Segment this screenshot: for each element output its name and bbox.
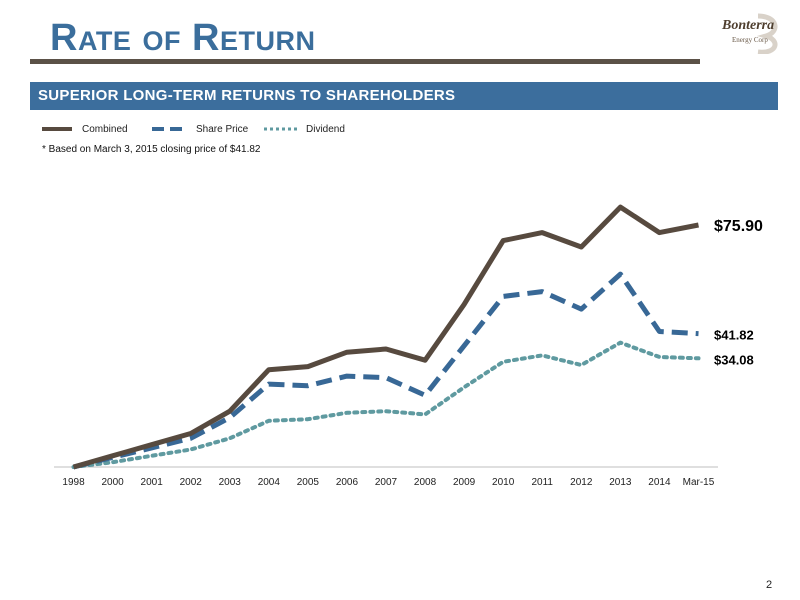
page-number: 2 <box>766 579 773 591</box>
legend-label-combined: Combined <box>82 124 128 135</box>
x-tick-label: 1998 <box>62 477 85 488</box>
x-tick-label: 2011 <box>531 477 553 488</box>
x-tick-label: 2012 <box>570 477 593 488</box>
footnote: * Based on March 3, 2015 closing price o… <box>42 144 261 155</box>
x-tick-label: 2014 <box>648 477 671 488</box>
x-tick-label: 2010 <box>492 477 515 488</box>
x-tick-label: 2003 <box>219 477 242 488</box>
x-tick-label: 2007 <box>375 477 398 488</box>
subtitle-banner: SUPERIOR LONG-TERM RETURNS TO SHAREHOLDE… <box>30 82 778 110</box>
x-tick-label: 2006 <box>336 477 359 488</box>
legend-label-share-price: Share Price <box>196 124 249 135</box>
x-tick-label: 2005 <box>297 477 320 488</box>
legend-label-dividend: Dividend <box>306 124 345 135</box>
logo-subtext: Energy Corp <box>732 36 768 44</box>
end-value-label: $75.90 <box>714 218 763 235</box>
x-tick-label: 2008 <box>414 477 437 488</box>
logo-text: Bonterra <box>721 18 774 33</box>
series-line-combined <box>72 204 699 470</box>
company-logo: Bonterra Energy Corp <box>718 12 788 55</box>
x-tick-label: 2013 <box>609 477 632 488</box>
x-tick-label: Mar-15 <box>683 477 715 488</box>
series-line-share-price <box>72 271 699 470</box>
end-value-label: $34.08 <box>714 352 754 367</box>
series-line-dividend <box>71 340 701 469</box>
x-tick-label: 2002 <box>180 477 203 488</box>
x-tick-label: 2001 <box>141 477 164 488</box>
x-tick-label: 2000 <box>101 477 124 488</box>
end-value-label: $41.82 <box>714 328 754 343</box>
x-tick-label: 2009 <box>453 477 476 488</box>
subtitle-text: SUPERIOR LONG-TERM RETURNS TO SHAREHOLDE… <box>38 87 456 104</box>
title-divider <box>30 59 700 64</box>
page-title: Rate of Return <box>50 17 316 59</box>
x-tick-label: 2004 <box>258 477 281 488</box>
